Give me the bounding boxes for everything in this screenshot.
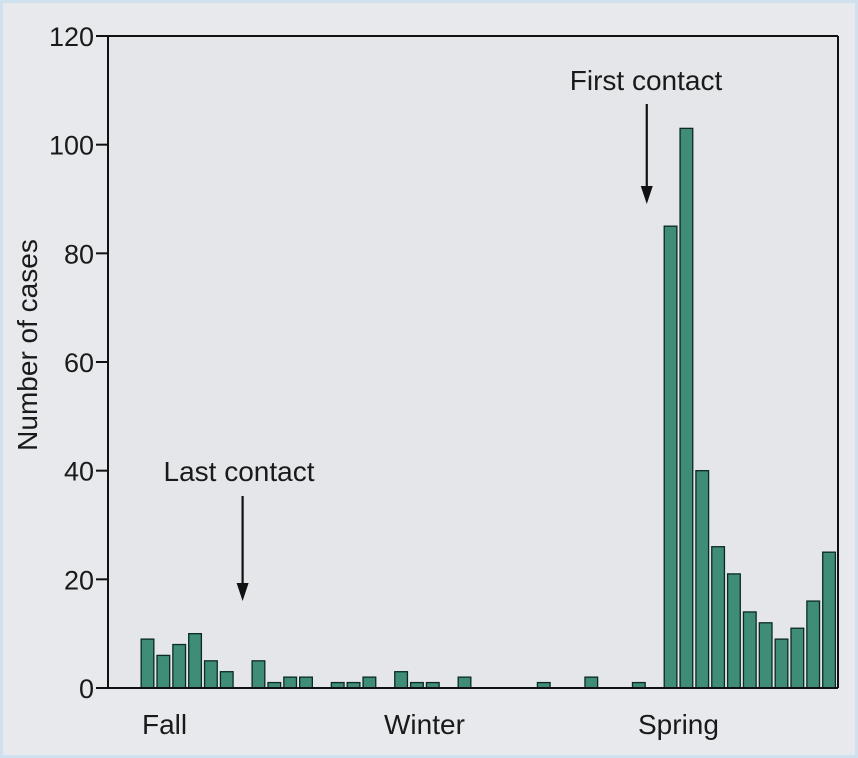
- y-tick-label: 60: [64, 348, 94, 378]
- y-tick-label: 120: [49, 22, 94, 52]
- y-tick-label: 80: [64, 239, 94, 269]
- x-category-label: Spring: [638, 709, 719, 740]
- bar: [758, 622, 773, 689]
- bar: [203, 660, 218, 689]
- bar: [219, 671, 234, 689]
- bar: [584, 676, 599, 689]
- y-tick-label: 100: [49, 131, 94, 161]
- y-tick-label: 40: [64, 457, 94, 487]
- y-axis: 0 20 40 60 80 100 120: [49, 22, 839, 704]
- annotation-label: First contact: [570, 65, 723, 96]
- bar: [140, 638, 155, 689]
- annotations: Last contact First contact: [164, 65, 723, 601]
- bar: [679, 127, 694, 689]
- y-tick-label: 20: [64, 565, 94, 595]
- bar: [156, 654, 171, 689]
- x-category-labels: Fall Winter Spring: [142, 709, 719, 740]
- bar: [362, 676, 377, 689]
- y-axis-title: Number of cases: [12, 239, 43, 451]
- bar: [790, 627, 805, 689]
- bar: [188, 633, 203, 689]
- x-category-label: Winter: [384, 709, 465, 740]
- bar: [394, 671, 409, 689]
- bar: [457, 676, 472, 689]
- bar: [299, 676, 313, 689]
- bar: [172, 643, 187, 689]
- bar: [711, 546, 726, 689]
- bar: [663, 225, 678, 689]
- y-tick-label: 0: [79, 674, 94, 704]
- bar: [742, 611, 757, 689]
- bar: [822, 551, 837, 689]
- annotation-label: Last contact: [164, 456, 315, 487]
- bar: [283, 676, 298, 689]
- annotation-arrow-head: [640, 186, 653, 204]
- x-category-label: Fall: [142, 709, 187, 740]
- bar: [806, 600, 821, 689]
- bar: [251, 660, 266, 689]
- bar: [695, 470, 710, 689]
- bar: [726, 573, 741, 689]
- annotation-arrow-head: [236, 583, 249, 601]
- bar: [774, 638, 789, 689]
